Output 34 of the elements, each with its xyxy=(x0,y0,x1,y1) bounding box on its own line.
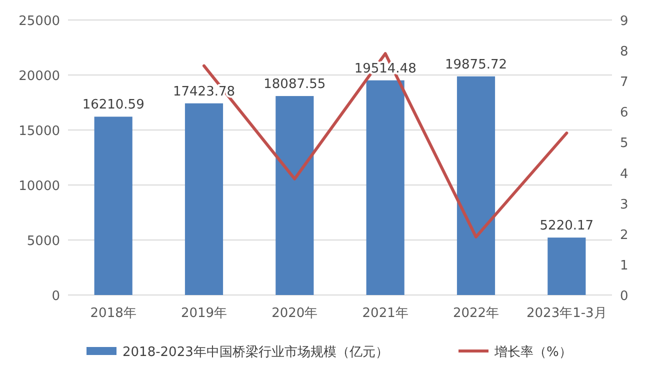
y2-tick-label: 2 xyxy=(620,228,628,243)
y2-tick-label: 0 xyxy=(620,289,628,304)
x-tick-label: 2019年 xyxy=(180,306,228,321)
bar xyxy=(276,96,314,295)
bar xyxy=(456,76,496,295)
legend-label: 2018-2023年中国桥梁行业市场规模（亿元） xyxy=(122,344,388,360)
bar xyxy=(184,103,224,295)
x-tick-label: 2018年 xyxy=(90,306,136,321)
legend-label: 增长率（%） xyxy=(494,344,572,360)
x-tick-label: 2022年 xyxy=(452,306,500,321)
bar xyxy=(94,116,132,295)
y-tick-label: 10000 xyxy=(18,179,60,194)
y-tick-label: 20000 xyxy=(18,69,60,84)
x-tick-label: 2021年 xyxy=(362,306,408,321)
data-label: 16210.59 xyxy=(82,98,144,113)
y2-tick-label: 3 xyxy=(620,197,628,212)
y2-tick-label: 1 xyxy=(620,258,628,274)
y2-tick-label: 5 xyxy=(620,136,628,152)
y2-tick-label: 7 xyxy=(620,75,628,90)
y2-tick-label: 6 xyxy=(620,106,628,121)
data-label: 19875.72 xyxy=(444,57,508,72)
data-label: 5220.17 xyxy=(540,218,594,234)
y2-tick-label: 8 xyxy=(620,44,628,60)
y-tick-label: 15000 xyxy=(18,124,60,139)
x-tick-label: 2020年 xyxy=(272,306,318,321)
y2-tick-label: 9 xyxy=(620,14,628,29)
y-tick-label: 5000 xyxy=(26,234,60,249)
y-tick-label: 25000 xyxy=(18,14,60,29)
y-tick-label: 0 xyxy=(52,289,60,304)
y2-tick-label: 4 xyxy=(620,166,628,182)
bar xyxy=(366,80,404,295)
x-tick-label: 2023年1-3月 xyxy=(526,306,607,321)
bar xyxy=(548,238,586,295)
data-label: 18087.55 xyxy=(264,77,326,92)
